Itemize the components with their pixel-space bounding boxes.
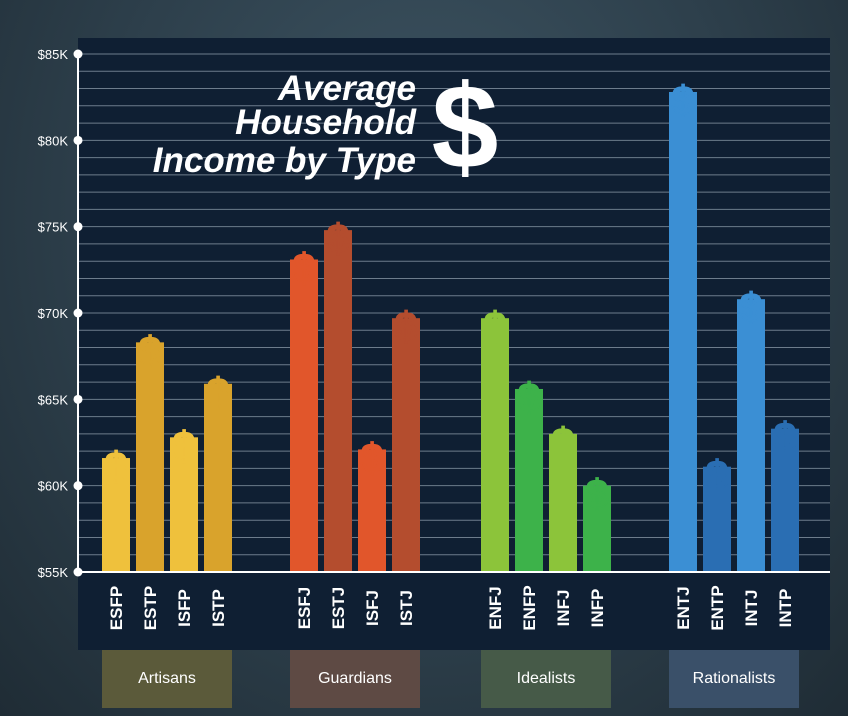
bar-estj [324,230,352,572]
dollar-sign-icon: $ [361,436,383,480]
x-tick-label: ISFJ [363,590,382,626]
x-tick-label: ISTP [209,589,228,627]
dollar-sign-icon: $ [774,416,796,460]
x-tick-label: ISFP [175,589,194,627]
bar-istp [204,383,232,572]
y-tick-dot [73,394,83,404]
dollar-sign-icon: $ [586,473,608,517]
x-tick-label: ESFJ [295,587,314,630]
category-label: Artisans [138,670,196,687]
dollar-sign-icon: $ [740,286,762,330]
dollar-sign-icon: $ [518,376,540,420]
y-tick-label: $65K [38,392,69,407]
y-tick-label: $75K [38,220,69,235]
bar-infp [583,485,611,572]
y-tick-dot [73,135,83,145]
grid-lines [78,53,830,556]
dollar-sign-icon: $ [293,246,315,290]
x-tick-label: ESTP [141,586,160,630]
bar-enfp [515,388,543,572]
title-line-3: Income by Type [153,141,416,180]
dollar-sign-icon: $ [672,79,694,123]
x-tick-label: ENTP [708,585,727,630]
bar-entj [669,91,697,572]
dollar-sign-icon: $ [552,421,574,465]
bar-isfp [170,437,198,572]
category-box-rationalists: Rationalists [669,650,799,708]
category-label: Guardians [318,670,392,687]
bar-esfp [102,458,130,572]
category-box-idealists: Idealists [481,650,611,708]
bar-isfj [358,449,386,572]
x-tick-label: ISTJ [397,590,416,626]
category-box-artisans: Artisans [102,650,232,708]
x-tick-label: INFP [588,589,607,628]
bar-intj [737,299,765,572]
y-tick-label: $60K [38,479,69,494]
x-tick-labels: ESFP ESTP ISFP ISTP ESFJ ESTJ ISFJ ISTJ ENFJ ENFP… [107,585,795,630]
dollar-sign-icon: $ [327,217,349,261]
bar-intp [771,428,799,572]
x-tick-label: ENFP [520,585,539,630]
x-tick-label: INTJ [742,590,761,627]
bar-estp [136,342,164,572]
x-tick-label: INTP [776,589,795,628]
dollar-sign-icon: $ [484,305,506,349]
y-tick-label: $80K [38,133,69,148]
y-tick-dot [73,481,83,491]
x-tick-label: ESTJ [329,587,348,630]
category-box-guardians: Guardians [290,650,420,708]
x-tick-label: ENTJ [674,586,693,629]
x-tick-label: INFJ [554,590,573,627]
dollar-sign-icon: $ [207,371,229,415]
dollar-sign-icon: $ [139,329,161,373]
y-tick-dot [73,222,83,232]
x-tick-label: ENFJ [486,586,505,629]
bar-istj [392,318,420,572]
dollar-sign-icon: $ [706,454,728,498]
bar-infj [549,433,577,572]
bars: $ $ $ $ $ $ $ $ $ $ $ $ $ $ $ $ [102,78,799,572]
y-tick-label: $70K [38,306,69,321]
y-axis: $55K $60K $65K $70K $75K $80K $85K [38,47,83,580]
category-label: Rationalists [692,670,776,687]
y-tick-dot [73,308,83,318]
dollar-sign-icon: $ [395,305,417,349]
title-line-1: Average [277,69,416,108]
y-tick-label: $55K [38,565,69,580]
y-tick-label: $85K [38,47,69,62]
bar-entp [703,466,731,572]
title-dollar-icon: $ [432,60,499,194]
category-label: Idealists [516,670,576,687]
bar-enfj [481,318,509,572]
dollar-sign-icon: $ [105,445,127,489]
chart-title: Average Household Income by Type $ [153,60,499,194]
y-tick-dot [73,49,83,59]
title-line-2: Household [235,103,416,142]
bar-esfj [290,259,318,572]
x-tick-label: ESFP [107,586,126,630]
dollar-sign-icon: $ [173,424,195,468]
